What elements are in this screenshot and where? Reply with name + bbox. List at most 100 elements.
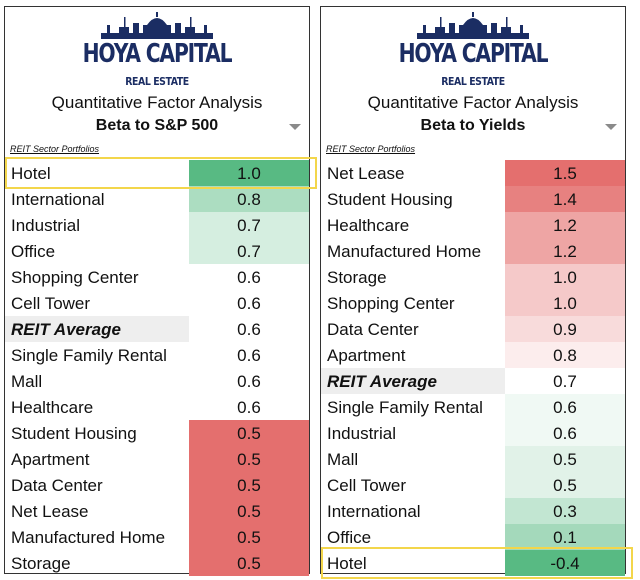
beta-value-cell: 0.5: [505, 446, 625, 472]
table-row: Net Lease 1.5: [321, 160, 625, 186]
beta-value-cell: 0.6: [189, 264, 309, 290]
beta-value-cell: 1.2: [505, 212, 625, 238]
section-label: REIT Sector Portfolios: [326, 144, 416, 154]
beta-value-cell: 0.9: [505, 316, 625, 342]
beta-value-cell: 0.6: [189, 394, 309, 420]
sector-name: Storage: [11, 554, 71, 573]
beta-value-cell: 0.6: [189, 316, 309, 342]
beta-value-cell: 0.6: [189, 290, 309, 316]
sector-name: Office: [327, 528, 372, 547]
sector-name: Healthcare: [11, 398, 94, 417]
sector-name: Shopping Center: [327, 294, 455, 313]
sector-name: Industrial: [327, 424, 396, 443]
beta-value-cell: 1.2: [505, 238, 625, 264]
sector-name: Office: [11, 242, 56, 261]
factor-table: Hotel 1.0 International 0.8 Industrial 0.7 Off…: [5, 157, 317, 576]
table-row: Manufactured Home 1.2: [321, 238, 625, 264]
sector-name: Apartment: [327, 346, 406, 365]
sector-name: Hotel: [327, 554, 367, 573]
brand-name: HOYA CAPITAL: [398, 39, 549, 69]
beta-value-cell: 0.7: [189, 238, 309, 264]
right-panel: HOYA CAPITAL REAL ESTATE Quantitative Fa…: [320, 6, 633, 579]
beta-value-cell: 0.5: [189, 550, 309, 576]
sector-name: Hotel: [11, 164, 51, 183]
table-row: Industrial 0.7: [5, 212, 309, 238]
sector-name: Manufactured Home: [327, 242, 482, 261]
sector-name: Single Family Rental: [327, 398, 483, 417]
sector-name: Cell Tower: [327, 476, 407, 495]
chevron-down-icon[interactable]: [605, 124, 617, 130]
beta-value-cell: -0.4: [505, 550, 625, 576]
table-row: Data Center 0.5: [5, 472, 309, 498]
beta-value-cell: 0.5: [189, 524, 309, 550]
sector-name: Manufactured Home: [11, 528, 166, 547]
sector-name: Industrial: [11, 216, 80, 235]
factor-table: Net Lease 1.5 Student Housing 1.4 Healthcare…: [321, 160, 633, 579]
table-row: Storage 0.5: [5, 550, 309, 576]
sector-name: Mall: [11, 372, 43, 391]
sector-name: Single Family Rental: [11, 346, 167, 365]
panel-subtitle: Beta to Yields: [420, 117, 526, 134]
table-row: Cell Tower 0.5: [321, 472, 625, 498]
beta-value-cell: 0.6: [189, 342, 309, 368]
table-row: Hotel 1.0: [5, 160, 309, 186]
sector-name: Net Lease: [11, 502, 89, 521]
left-panel: HOYA CAPITAL REAL ESTATE Quantitative Fa…: [4, 6, 317, 576]
skyline-icon: [417, 12, 529, 39]
sector-name: International: [11, 190, 105, 209]
table-row: Data Center 0.9: [321, 316, 625, 342]
brand-sub: REAL ESTATE: [125, 75, 189, 88]
sector-name: International: [327, 502, 421, 521]
beta-value-cell: 0.7: [189, 212, 309, 238]
beta-value-cell: 0.8: [189, 186, 309, 212]
table-row: International 0.8: [5, 186, 309, 212]
table-row: Single Family Rental 0.6: [321, 394, 625, 420]
beta-value-cell: 0.1: [505, 524, 625, 550]
brand-name: HOYA CAPITAL: [82, 39, 233, 69]
beta-value-cell: 0.5: [189, 420, 309, 446]
table-row: Manufactured Home 0.5: [5, 524, 309, 550]
beta-value-cell: 0.5: [189, 446, 309, 472]
beta-value-cell: 0.7: [505, 368, 625, 394]
beta-value-cell: 0.6: [189, 368, 309, 394]
table-row: Storage 1.0: [321, 264, 625, 290]
table-row: Mall 0.6: [5, 368, 309, 394]
beta-value-cell: 0.3: [505, 498, 625, 524]
beta-value-cell: 1.4: [505, 186, 625, 212]
table-row: Student Housing 0.5: [5, 420, 309, 446]
sector-name: Student Housing: [327, 190, 453, 209]
table-row: Shopping Center 0.6: [5, 264, 309, 290]
beta-value-cell: 0.5: [189, 472, 309, 498]
table-row: International 0.3: [321, 498, 625, 524]
table-row: Healthcare 0.6: [5, 394, 309, 420]
beta-value-cell: 0.6: [505, 420, 625, 446]
sector-name: REIT Average: [5, 316, 189, 342]
sector-name: Mall: [327, 450, 359, 469]
table-row: Hotel -0.4: [321, 550, 625, 576]
table-row: Apartment 0.8: [321, 342, 625, 368]
table-row: Single Family Rental 0.6: [5, 342, 309, 368]
table-row: Shopping Center 1.0: [321, 290, 625, 316]
sector-name: Data Center: [327, 320, 419, 339]
sector-name: REIT Average: [321, 368, 505, 394]
beta-value-cell: 1.0: [505, 290, 625, 316]
skyline-icon: [101, 12, 213, 39]
chevron-down-icon[interactable]: [289, 124, 301, 130]
table-row: Cell Tower 0.6: [5, 290, 309, 316]
table-row: Student Housing 1.4: [321, 186, 625, 212]
table-row: REIT Average 0.6: [5, 316, 309, 342]
beta-value-cell: 1.0: [505, 264, 625, 290]
table-row: Apartment 0.5: [5, 446, 309, 472]
beta-value-cell: 1.0: [189, 160, 309, 186]
section-label: REIT Sector Portfolios: [10, 144, 100, 154]
table-row: Office 0.7: [5, 238, 309, 264]
sector-name: Storage: [327, 268, 387, 287]
table-row: Office 0.1: [321, 524, 625, 550]
table-row: Industrial 0.6: [321, 420, 625, 446]
table-row: Net Lease 0.5: [5, 498, 309, 524]
beta-value-cell: 0.5: [189, 498, 309, 524]
sector-name: Healthcare: [327, 216, 410, 235]
hoya-capital-logo: HOYA CAPITAL REAL ESTATE: [321, 11, 625, 93]
table-row: REIT Average 0.7: [321, 368, 625, 394]
hoya-capital-logo: HOYA CAPITAL REAL ESTATE: [5, 11, 309, 93]
